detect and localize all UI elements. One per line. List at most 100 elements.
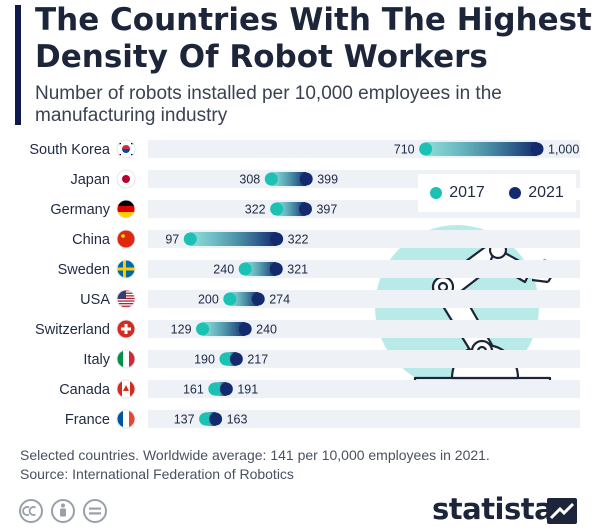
point-2021 [238,322,252,336]
title-accent-bar [15,5,21,125]
point-2017 [238,262,252,276]
cn-flag-icon [116,229,136,249]
legend-item-2021: 2021 [509,184,564,202]
value-label-2021: 321 [287,263,308,277]
value-label-2017: 161 [183,383,204,397]
range-bar [202,322,246,336]
point-2017 [223,292,237,306]
value-label-2017: 710 [394,143,415,157]
category-label: Italy [83,352,110,368]
category-label: Sweden [58,262,110,278]
value-label-2017: 137 [174,413,195,427]
value-label-2017: 322 [245,203,266,217]
row-china: China 97 322 [72,229,309,249]
dumbbell-chart: South Korea 710 1,000 Japan 308 399 Germany 322… [29,139,580,429]
value-label-2021: 240 [256,323,277,337]
row-track [148,350,580,368]
point-2021 [298,202,312,216]
value-label-2021: 274 [269,293,290,307]
legend-label-2017: 2017 [449,184,485,201]
chart-footer: Selected countries. Worldwide average: 1… [20,446,580,484]
row-italy: Italy 190 217 [83,349,268,369]
license-icons [19,499,107,523]
de-flag-icon [116,199,136,219]
ca-flag-icon [116,379,136,399]
range-bar [276,202,306,216]
value-label-2021: 322 [288,233,309,247]
category-label: USA [80,292,110,308]
point-2017 [183,232,197,246]
value-label-2017: 200 [198,293,219,307]
chart-rows: South Korea 710 1,000 Japan 308 399 Germany 322… [29,139,579,429]
statista-logo-text: statista [432,492,554,526]
statista-logo-icon [547,498,577,524]
ch-flag-icon [116,319,136,339]
value-label-2021: 399 [317,173,338,187]
category-label: Canada [59,382,111,398]
chart-legend: 2017 2021 [418,174,576,212]
range-bar [245,262,277,276]
point-2021 [270,232,284,246]
range-bar [425,142,537,156]
point-2021 [229,352,243,366]
row-usa: USA 200 274 [80,289,290,309]
point-2017 [419,142,433,156]
value-label-2017: 97 [165,233,179,247]
row-sweden: Sweden 240 321 [58,259,308,279]
point-2017 [219,352,233,366]
chart-subtitle: Number of robots installed per 10,000 em… [35,83,502,126]
value-label-2017: 308 [239,173,260,187]
row-germany: Germany 322 397 [50,199,337,219]
legend-dot-2017 [430,187,443,199]
point-2017 [196,322,210,336]
category-label: Switzerland [35,322,110,338]
point-2017 [270,202,284,216]
footer-source: Source: International Federation of Robo… [20,466,294,482]
value-label-2017: 129 [171,323,192,337]
point-2021 [209,412,223,426]
value-label-2021: 163 [227,413,248,427]
jp-flag-icon [116,169,136,189]
value-label-2017: 190 [194,353,215,367]
row-france: France 137 163 [65,409,248,429]
fr-flag-icon [116,409,136,429]
value-label-2021: 1,000 [548,143,579,157]
it-flag-icon [116,349,136,369]
row-track [148,410,580,428]
value-label-2021: 217 [247,353,268,367]
point-2017 [199,412,213,426]
row-track [148,380,580,398]
category-label: China [72,232,111,248]
point-2017 [208,382,222,396]
us-flag-icon [116,289,136,309]
footer-note: Selected countries. Worldwide average: 1… [20,447,490,463]
row-switzerland: Switzerland 129 240 [35,319,277,339]
row-japan: Japan 308 399 [70,169,338,189]
row-track [148,320,580,338]
legend-dot-2021 [509,187,522,199]
point-2021 [251,292,265,306]
point-2021 [530,142,544,156]
point-2021 [269,262,283,276]
attribution-icon [51,499,75,523]
point-2021 [299,172,313,186]
value-label-2021: 191 [237,383,258,397]
point-2017 [264,172,278,186]
category-label: South Korea [29,142,111,158]
no-derivatives-icon [83,499,107,523]
category-label: Japan [70,172,110,188]
range-bar [190,232,277,246]
value-label-2017: 240 [213,263,234,277]
range-bar [229,292,259,306]
row-south-korea: South Korea 710 1,000 [29,139,579,159]
point-2021 [219,382,233,396]
cc-icon [19,499,43,523]
category-label: France [65,412,110,428]
se-flag-icon [116,259,136,279]
legend-item-2017: 2017 [430,184,485,202]
range-bar [271,172,307,186]
value-label-2021: 397 [316,203,337,217]
chart-title: The Countries With The Highest Density O… [35,2,592,75]
category-label: Germany [50,202,110,218]
kr-flag-icon [116,139,136,159]
